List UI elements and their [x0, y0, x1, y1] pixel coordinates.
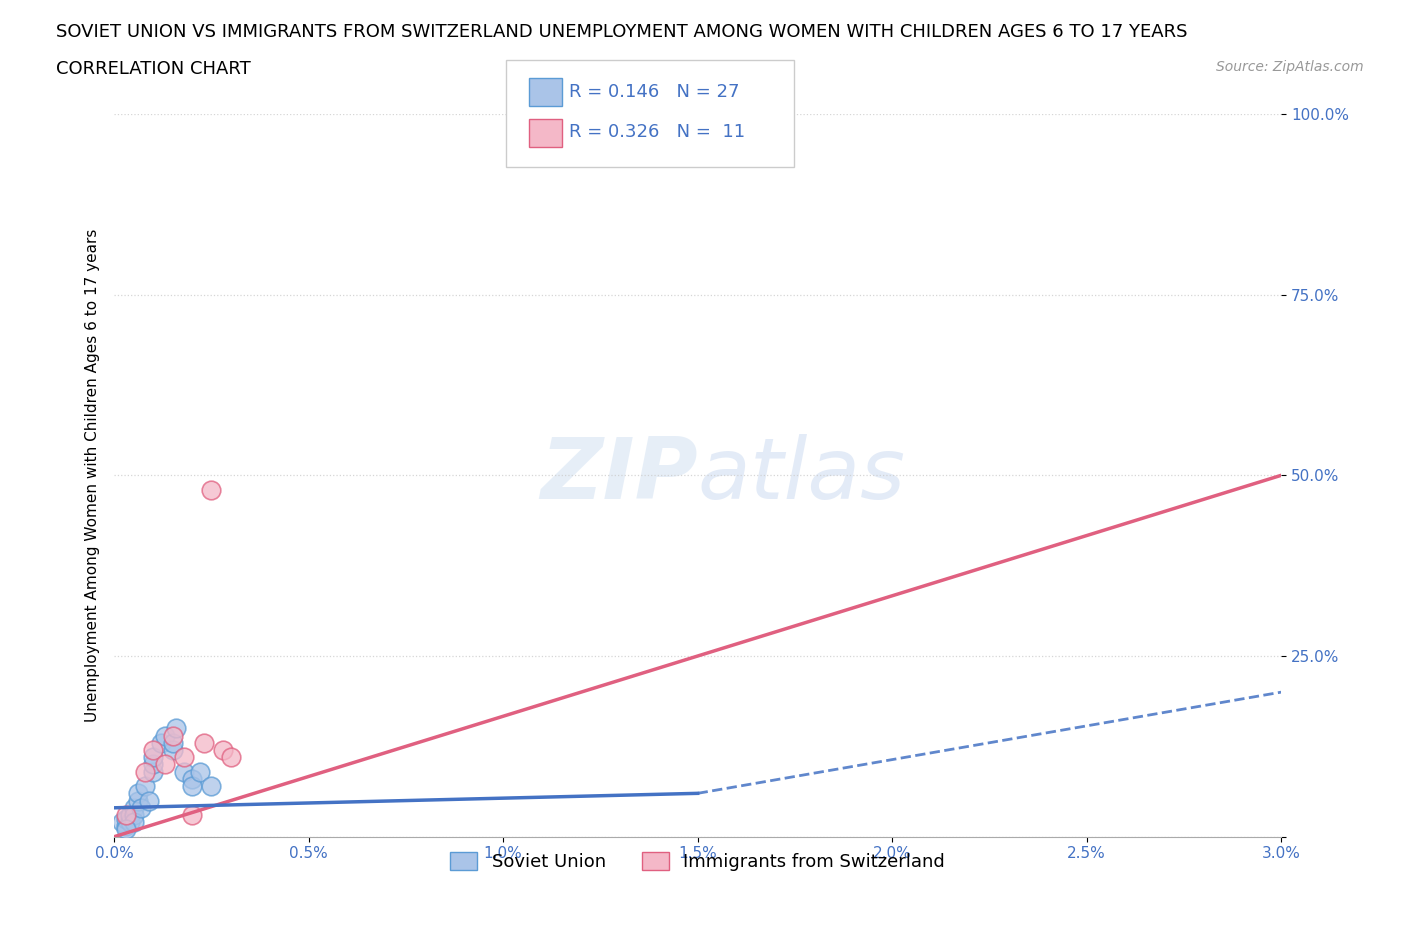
Y-axis label: Unemployment Among Women with Children Ages 6 to 17 years: Unemployment Among Women with Children A…: [86, 229, 100, 722]
Point: [153, 728, 176, 743]
Point: [115, 822, 138, 837]
Point: [162, 728, 184, 743]
Point: [142, 764, 165, 779]
Point: [127, 786, 149, 801]
Point: [162, 742, 184, 757]
Text: ZIP: ZIP: [540, 434, 697, 517]
Point: [200, 483, 222, 498]
Point: [219, 750, 242, 764]
Point: [115, 818, 138, 833]
Point: [200, 778, 222, 793]
Point: [142, 742, 165, 757]
Point: [181, 778, 204, 793]
Point: [122, 807, 145, 822]
Text: R = 0.326   N =  11: R = 0.326 N = 11: [569, 123, 745, 141]
Point: [173, 764, 195, 779]
Point: [181, 772, 204, 787]
Point: [122, 815, 145, 830]
Point: [212, 742, 235, 757]
Point: [149, 736, 172, 751]
Point: [115, 811, 138, 826]
Point: [165, 721, 187, 736]
Text: SOVIET UNION VS IMMIGRANTS FROM SWITZERLAND UNEMPLOYMENT AMONG WOMEN WITH CHILDR: SOVIET UNION VS IMMIGRANTS FROM SWITZERL…: [56, 23, 1188, 41]
Point: [181, 807, 204, 822]
Text: atlas: atlas: [697, 434, 905, 517]
Point: [142, 757, 165, 772]
Point: [118, 807, 141, 822]
Point: [122, 801, 145, 816]
Point: [162, 736, 184, 751]
Point: [111, 815, 134, 830]
Point: [127, 793, 149, 808]
Point: [138, 793, 160, 808]
Text: Source: ZipAtlas.com: Source: ZipAtlas.com: [1216, 60, 1364, 74]
Point: [131, 801, 153, 816]
Point: [153, 757, 176, 772]
Point: [118, 815, 141, 830]
Legend: Soviet Union, Immigrants from Switzerland: Soviet Union, Immigrants from Switzerlan…: [443, 844, 952, 878]
Text: CORRELATION CHART: CORRELATION CHART: [56, 60, 252, 78]
Point: [142, 750, 165, 764]
Text: R = 0.146   N = 27: R = 0.146 N = 27: [569, 83, 740, 101]
Point: [134, 764, 156, 779]
Point: [115, 807, 138, 822]
Point: [188, 764, 211, 779]
Point: [193, 736, 215, 751]
Point: [173, 750, 195, 764]
Point: [134, 778, 156, 793]
